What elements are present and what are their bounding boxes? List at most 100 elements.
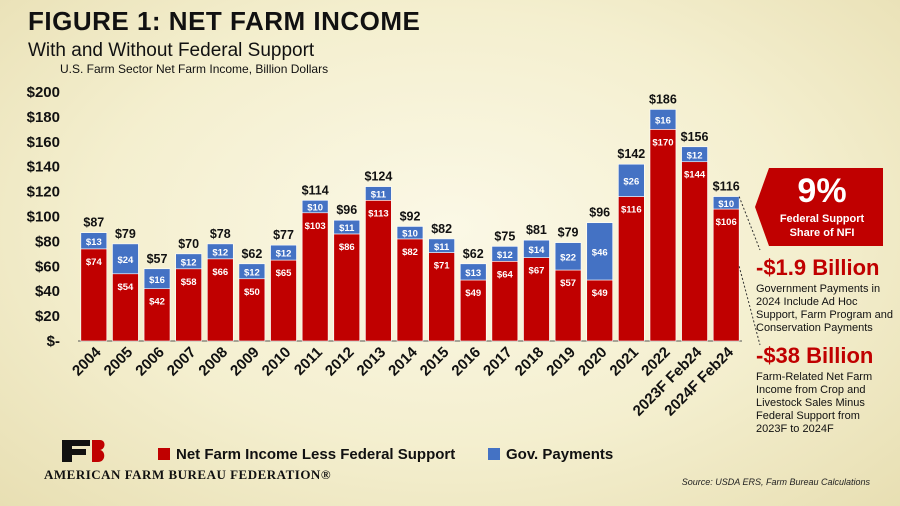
gov-desc-line: 2024 Include Ad Hoc — [756, 296, 858, 308]
bar-net-farm-income — [207, 258, 234, 342]
data-label-net: $86 — [339, 242, 355, 253]
bar-gov-payments — [112, 243, 139, 275]
data-label-net: $64 — [497, 269, 514, 280]
bar-net-farm-income — [80, 248, 108, 342]
bar-gov-payments — [554, 242, 582, 271]
bar-net-farm-income — [112, 273, 139, 342]
data-label-total: $87 — [83, 216, 104, 230]
data-label-gov: $10 — [402, 229, 418, 240]
legend-item-gov: Gov. Payments — [488, 446, 613, 463]
x-tick-label: 2010 — [259, 344, 295, 380]
bar-gov-payments — [207, 243, 234, 260]
bar-net-farm-income — [333, 233, 361, 342]
y-tick-label: $40 — [35, 283, 60, 300]
data-label-total: $96 — [336, 203, 357, 217]
data-label-net: $50 — [244, 287, 260, 298]
data-label-gov: $22 — [560, 252, 576, 263]
data-label-net: $58 — [181, 277, 197, 288]
data-label-gov: $12 — [276, 249, 292, 260]
data-label-total: $116 — [713, 180, 740, 194]
bar-gov-payments — [523, 239, 550, 258]
bar-gov-payments — [333, 219, 361, 235]
bar-gov-payments — [428, 238, 455, 253]
data-label-gov: $12 — [687, 150, 703, 161]
y-tick-label: $20 — [35, 308, 60, 325]
connector-line — [738, 196, 761, 251]
org-name: AMERICAN FARM BUREAU FEDERATION® — [44, 467, 332, 482]
data-label-total: $70 — [178, 237, 199, 251]
data-label-gov: $13 — [86, 237, 102, 248]
data-label-net: $116 — [621, 205, 642, 216]
bar-net-farm-income — [270, 259, 297, 342]
x-tick-label: 2005 — [101, 344, 137, 380]
units-note: U.S. Farm Sector Net Farm Income, Billio… — [60, 62, 329, 76]
data-label-gov: $11 — [339, 223, 355, 234]
data-label-total: $156 — [681, 130, 709, 144]
share-callout-shape — [755, 168, 883, 246]
bar-net-farm-income — [175, 268, 202, 342]
bar-gov-payments — [681, 146, 708, 163]
x-tick-label: 2009 — [227, 344, 263, 380]
x-tick-label: 2007 — [164, 344, 200, 380]
bar-net-farm-income — [681, 161, 708, 342]
data-label-total: $81 — [526, 223, 547, 237]
y-tick-label: $- — [47, 333, 60, 350]
data-label-total: $75 — [494, 229, 515, 243]
bar-gov-payments — [459, 263, 487, 281]
data-label-total: $79 — [558, 226, 579, 240]
y-tick-label: $120 — [27, 184, 60, 201]
bar-gov-payments — [365, 186, 392, 201]
x-tick-label: 2017 — [480, 344, 516, 380]
data-label-net: $144 — [684, 170, 706, 181]
nfi-desc-line: 2023F to 2024F — [756, 423, 834, 435]
nfi-desc-line: Federal Support from — [756, 410, 860, 422]
bar-net-farm-income — [459, 279, 487, 342]
x-tick-label: 2008 — [195, 344, 231, 380]
y-tick-label: $200 — [27, 84, 60, 101]
data-label-net: $57 — [560, 278, 576, 289]
gov-change-value: -$1.9 Billion — [756, 255, 880, 280]
data-label-gov: $11 — [434, 242, 450, 253]
data-label-net: $54 — [117, 282, 134, 293]
data-label-net: $82 — [402, 247, 418, 258]
bar-net-farm-income — [428, 252, 455, 342]
data-label-gov: $11 — [371, 189, 387, 200]
data-label-total: $62 — [241, 247, 262, 261]
nfi-change-desc: Farm-Related Net Farm Income from Crop a… — [756, 371, 872, 436]
data-label-gov: $46 — [592, 247, 608, 258]
data-label-gov: $10 — [718, 199, 734, 210]
x-tick-label: 2004 — [69, 343, 105, 379]
data-label-gov: $10 — [307, 203, 323, 214]
y-tick-label: $100 — [27, 209, 60, 226]
x-tick-label: 2013 — [354, 344, 390, 380]
data-label-gov: $26 — [623, 176, 639, 187]
x-tick-label: 2019 — [543, 344, 579, 380]
data-label-gov: $12 — [244, 267, 260, 278]
data-label-gov: $12 — [181, 257, 197, 268]
legend-swatch-blue — [488, 448, 500, 460]
connector-line — [738, 266, 761, 346]
data-label-total: $142 — [617, 147, 645, 161]
data-label-gov: $24 — [117, 255, 134, 266]
share-callout: 9% Federal Support Share of NFI — [758, 168, 886, 246]
source-note: Source: USDA ERS, Farm Bureau Calculatio… — [681, 477, 870, 487]
legend-swatch-red — [158, 448, 170, 460]
gov-desc-line: Government Payments in — [756, 283, 881, 295]
x-tick-label: 2006 — [132, 344, 168, 380]
x-tick-label: 2012 — [322, 344, 358, 380]
data-label-net: $103 — [305, 221, 326, 232]
data-label-total: $79 — [115, 227, 136, 241]
y-tick-label: $180 — [27, 109, 60, 126]
data-label-gov: $16 — [149, 275, 165, 286]
y-tick-label: $140 — [27, 159, 60, 176]
bar-gov-payments — [270, 244, 297, 261]
y-tick-label: $80 — [35, 233, 60, 250]
data-label-net: $67 — [529, 266, 545, 277]
nfi-desc-line: Livestock Sales Minus — [756, 397, 865, 409]
gov-desc-line: Support, Farm Program and — [756, 309, 893, 321]
bar-gov-payments — [649, 109, 677, 130]
share-label-line-2: Share of NFI — [789, 227, 855, 239]
bar-net-farm-income — [301, 212, 329, 342]
bar-net-farm-income — [238, 278, 266, 342]
